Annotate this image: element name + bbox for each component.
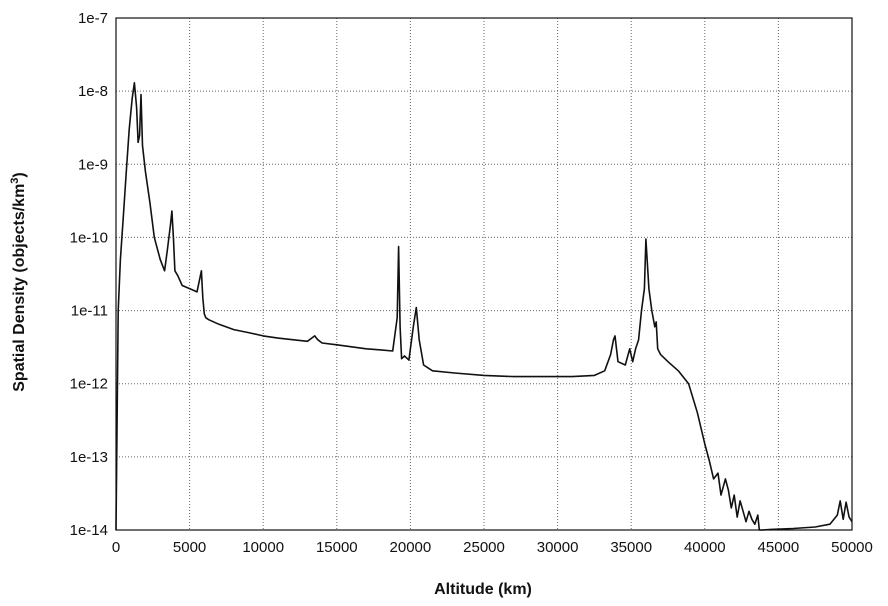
x-axis-title: Altitude (km) bbox=[434, 581, 532, 598]
y-tick-label: 1e-9 bbox=[78, 156, 108, 173]
x-tick-label: 20000 bbox=[390, 539, 432, 556]
x-tick-label: 45000 bbox=[758, 539, 800, 556]
x-tick-label: 15000 bbox=[316, 539, 358, 556]
y-tick-label: 1e-8 bbox=[78, 83, 108, 100]
y-tick-label: 1e-14 bbox=[70, 522, 108, 539]
x-tick-label: 35000 bbox=[610, 539, 652, 556]
y-tick-label: 1e-11 bbox=[71, 303, 108, 320]
y-axis-title-superscript: 3 bbox=[9, 178, 21, 184]
y-tick-labels: 1e-14 1e-13 1e-12 1e-11 1e-10 1e-9 1e-8 1e-7 bbox=[70, 10, 108, 539]
y-axis-title-main: Spatial Density (objects/km bbox=[11, 184, 28, 392]
grid-lines bbox=[116, 18, 852, 530]
y-tick-label: 1e-10 bbox=[70, 229, 108, 246]
y-axis-title-suffix: ) bbox=[11, 172, 28, 177]
x-tick-label: 25000 bbox=[463, 539, 505, 556]
x-tick-label: 50000 bbox=[831, 539, 873, 556]
y-axis-title: Spatial Density (objects/km3) bbox=[9, 172, 28, 392]
y-tick-label: 1e-12 bbox=[70, 376, 108, 393]
y-tick-label: 1e-7 bbox=[78, 10, 108, 27]
series-line-0 bbox=[115, 82, 853, 531]
x-tick-label: 10000 bbox=[242, 539, 284, 556]
x-tick-label: 5000 bbox=[173, 539, 206, 556]
x-tick-label: 30000 bbox=[537, 539, 579, 556]
x-tick-label: 0 bbox=[112, 539, 120, 556]
plot-frame bbox=[115, 17, 853, 531]
series-layer bbox=[115, 82, 853, 531]
y-tick-label: 1e-13 bbox=[70, 449, 108, 466]
x-tick-labels: 0 5000 10000 15000 20000 25000 30000 35000 40000… bbox=[112, 539, 873, 556]
x-tick-label: 40000 bbox=[684, 539, 726, 556]
